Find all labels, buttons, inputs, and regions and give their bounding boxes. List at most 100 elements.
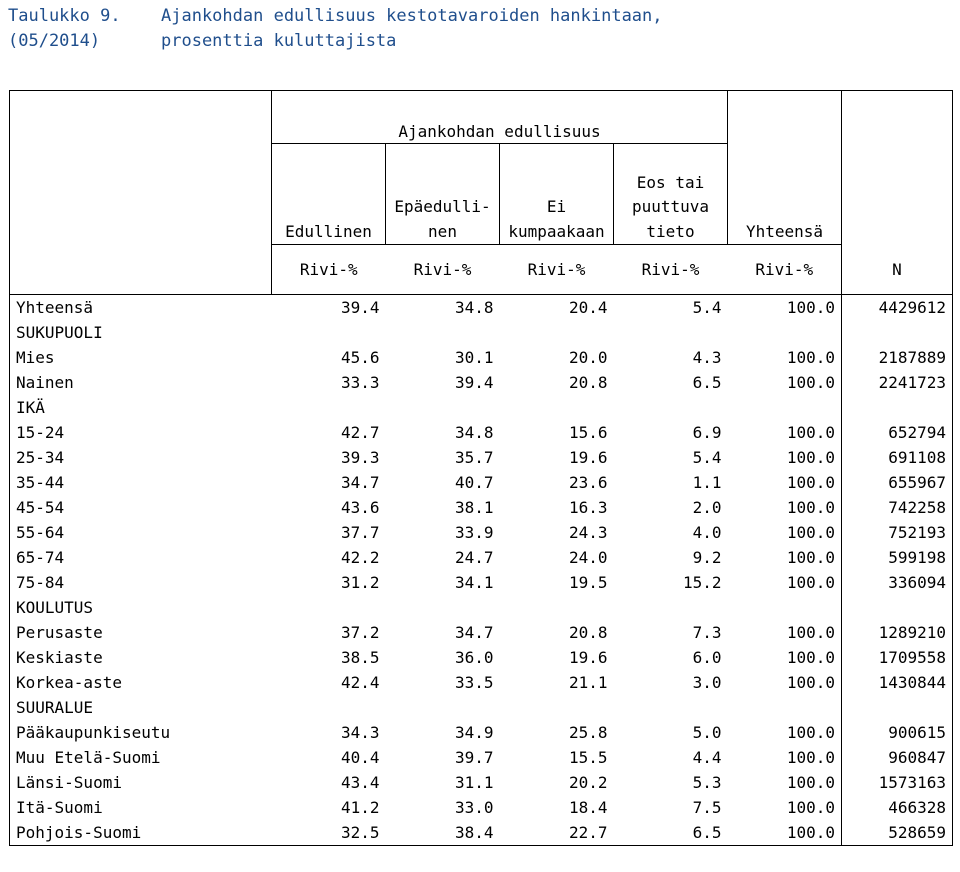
value-cell [386, 320, 500, 345]
value-cell: 6.9 [692, 423, 722, 442]
row-label: Mies [9, 345, 272, 370]
row-label: SUURALUE [9, 695, 272, 720]
value-cell: 4.4 [692, 748, 722, 767]
value-cell: 41.2 [340, 798, 380, 817]
value-cell: 32.5 [271, 820, 386, 846]
row-label: Yhteensä [9, 294, 272, 320]
group-header: Ajankohdan edullisuus [271, 90, 728, 144]
table-row: 25-34 39.3 35.7 19.6 5.4 100.0 691108 [9, 445, 953, 470]
value-cell [614, 695, 728, 720]
n-cell: 960847 [841, 745, 953, 770]
value-cell: 100.0 [727, 645, 842, 670]
value-cell: 37.7 [340, 523, 380, 542]
table-date: (05/2014) [8, 31, 101, 51]
value-cell: 5.4 [692, 448, 722, 467]
value-cell: 100.0 [727, 345, 842, 370]
value-cell: 34.1 [454, 573, 494, 592]
value-cell: 39.4 [340, 298, 380, 317]
value-cell: 33.0 [454, 798, 494, 817]
column-header-line: kumpaakaan [508, 221, 605, 241]
n-cell: 4429612 [841, 294, 953, 320]
row-label: 65-74 [9, 545, 272, 570]
row-label: Nainen [9, 370, 272, 395]
n-cell: 742258 [841, 495, 953, 520]
row-label: 35-44 [9, 470, 272, 495]
value-cell: 6.5 [613, 820, 728, 846]
value-cell [614, 595, 728, 620]
unit-header: Rivi-% [727, 244, 842, 295]
value-cell: 33.9 [454, 523, 494, 542]
value-cell: 42.2 [340, 548, 380, 567]
value-cell: 25.8 [568, 723, 608, 742]
value-cell [386, 395, 500, 420]
n-cell: 752193 [841, 520, 953, 545]
table-row: Muu Etelä-Suomi 40.4 39.7 15.5 4.4 100.0 96084… [9, 745, 953, 770]
column-header-line: nen [428, 221, 457, 241]
value-cell: 20.0 [568, 348, 608, 367]
value-cell: 20.8 [568, 373, 608, 392]
value-cell: 100.0 [727, 720, 842, 745]
value-cell: 39.4 [454, 373, 494, 392]
value-cell: 40.4 [340, 748, 380, 767]
value-cell: 100.0 [727, 370, 842, 395]
value-cell: 5.0 [692, 723, 722, 742]
n-cell: 1430844 [841, 670, 953, 695]
n-cell: 655967 [841, 470, 953, 495]
n-cell [841, 320, 953, 345]
value-cell: 100.0 [727, 795, 842, 820]
value-cell: 4.0 [692, 523, 722, 542]
table-body: Yhteensä 39.4 34.8 20.4 5.4 100.0 4429612 SUKUP… [9, 294, 953, 846]
value-cell: 100.0 [727, 570, 842, 595]
n-cell [841, 595, 953, 620]
unit-header: Rivi-% [271, 244, 386, 295]
value-cell: 15.5 [568, 748, 608, 767]
value-cell: 38.5 [340, 648, 380, 667]
value-cell: 35.7 [454, 448, 494, 467]
table-row: Yhteensä 39.4 34.8 20.4 5.4 100.0 4429612 [9, 294, 953, 320]
column-header-line: Edullinen [285, 221, 372, 241]
value-cell: 24.7 [454, 548, 494, 567]
value-cell: 19.6 [568, 648, 608, 667]
row-label: Länsi-Suomi [9, 770, 272, 795]
column-header: Ei kumpaakaan [499, 143, 614, 245]
value-cell: 24.3 [568, 523, 608, 542]
value-cell: 22.7 [499, 820, 614, 846]
value-cell: 33.5 [454, 673, 494, 692]
value-cell: 7.3 [692, 623, 722, 642]
value-cell: 100.0 [727, 294, 842, 320]
corner-cell [9, 90, 272, 144]
value-cell [614, 320, 728, 345]
row-label: SUKUPUOLI [9, 320, 272, 345]
table-row: Pääkaupunkiseutu 34.3 34.9 25.8 5.0 100.0 9006… [9, 720, 953, 745]
row-label: IKÄ [9, 395, 272, 420]
table-row: Nainen 33.3 39.4 20.8 6.5 100.0 2241723 [9, 370, 953, 395]
value-cell: 34.8 [454, 298, 494, 317]
value-cell: 21.1 [568, 673, 608, 692]
value-cell: 100.0 [727, 520, 842, 545]
value-cell: 100.0 [727, 745, 842, 770]
value-cell: 1.1 [692, 473, 722, 492]
value-cell: 16.3 [568, 498, 608, 517]
table-title: Ajankohdan edullisuus kestotavaroiden ha… [161, 6, 663, 26]
table-row: Perusaste 37.2 34.7 20.8 7.3 100.0 1289210 [9, 620, 953, 645]
table-row: Pohjois-Suomi 32.5 38.4 22.7 6.5 100.0 528659 [9, 820, 953, 846]
value-cell: 100.0 [727, 770, 842, 795]
value-cell [500, 595, 614, 620]
value-cell: 100.0 [727, 470, 842, 495]
value-cell: 15.6 [568, 423, 608, 442]
value-cell: 34.7 [340, 473, 380, 492]
value-cell: 37.2 [340, 623, 380, 642]
value-cell [272, 695, 386, 720]
value-cell [500, 695, 614, 720]
value-cell: 100.0 [727, 495, 842, 520]
table-row: 35-44 34.7 40.7 23.6 1.1 100.0 655967 [9, 470, 953, 495]
value-cell [500, 320, 614, 345]
table-row: 15-24 42.7 34.8 15.6 6.9 100.0 652794 [9, 420, 953, 445]
value-cell: 43.4 [340, 773, 380, 792]
value-cell: 23.6 [568, 473, 608, 492]
value-cell [272, 595, 386, 620]
value-cell [727, 320, 842, 345]
table-caption: Taulukko 9. Ajankohdan edullisuus kestot… [8, 4, 663, 129]
data-table: Ajankohdan edullisuus Edullinen Epäedulli… [9, 90, 953, 846]
table-row: Itä-Suomi 41.2 33.0 18.4 7.5 100.0 466328 [9, 795, 953, 820]
